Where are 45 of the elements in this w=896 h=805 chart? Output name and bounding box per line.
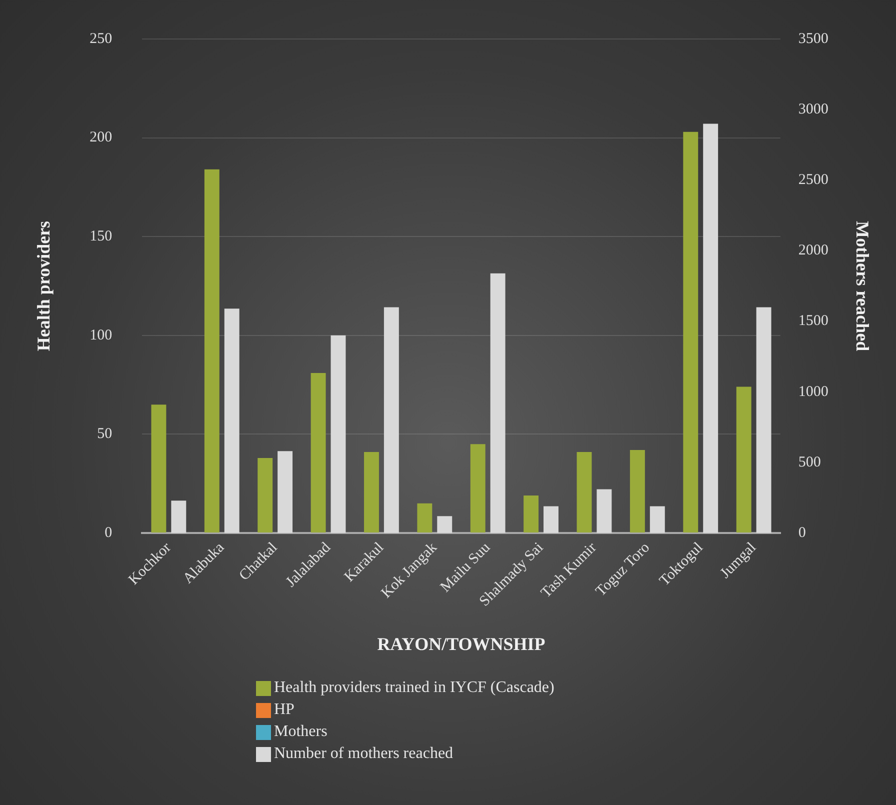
bar	[278, 451, 293, 534]
bar	[258, 458, 273, 533]
bar	[330, 335, 346, 534]
y-tick-label: 150	[90, 228, 112, 245]
bar	[630, 450, 645, 533]
legend-label: HP	[274, 700, 294, 720]
bar	[310, 372, 326, 533]
y2-tick-label: 1000	[798, 384, 828, 400]
bar	[204, 169, 220, 533]
y-tick-label: 200	[90, 130, 112, 146]
x-axis-title: RAYON/TOWNSHIP	[377, 634, 546, 654]
y2-tick-label: 2500	[798, 172, 828, 188]
y-tick-label: 250	[90, 30, 112, 47]
bar	[364, 452, 379, 533]
y2-tick-label: 3000	[798, 102, 828, 118]
y2-tick-label: 0	[798, 524, 806, 541]
bar	[437, 516, 452, 534]
bar	[736, 386, 752, 533]
y-axis-title: Health providers	[33, 220, 54, 352]
bar	[703, 124, 718, 534]
bar	[650, 506, 665, 534]
y2-tick-label: 2000	[798, 242, 828, 259]
bar	[470, 444, 486, 533]
y2-axis-title: Mothers reached	[852, 220, 873, 352]
bar	[417, 503, 432, 533]
y2-tick-label: 1500	[798, 313, 828, 330]
bar	[756, 307, 772, 534]
legend-label: Health providers trained in IYCF (Cascade)	[274, 678, 554, 698]
bar	[171, 500, 186, 534]
legend-label: Number of mothers reached	[274, 744, 454, 764]
bar	[544, 506, 558, 534]
y2-tick-label: 3500	[798, 30, 828, 47]
y2-tick-label: 500	[798, 454, 821, 470]
bar	[596, 489, 612, 534]
bar	[384, 307, 399, 534]
bar	[576, 452, 592, 533]
bar	[224, 308, 240, 534]
legend-label: Mothers	[274, 722, 328, 742]
bar	[490, 273, 506, 534]
y-tick-label: 100	[90, 327, 112, 344]
y-tick-label: 0	[104, 524, 112, 541]
bar	[524, 496, 539, 533]
y-tick-label: 50	[97, 426, 112, 442]
bar	[683, 132, 698, 533]
bar	[151, 404, 166, 533]
